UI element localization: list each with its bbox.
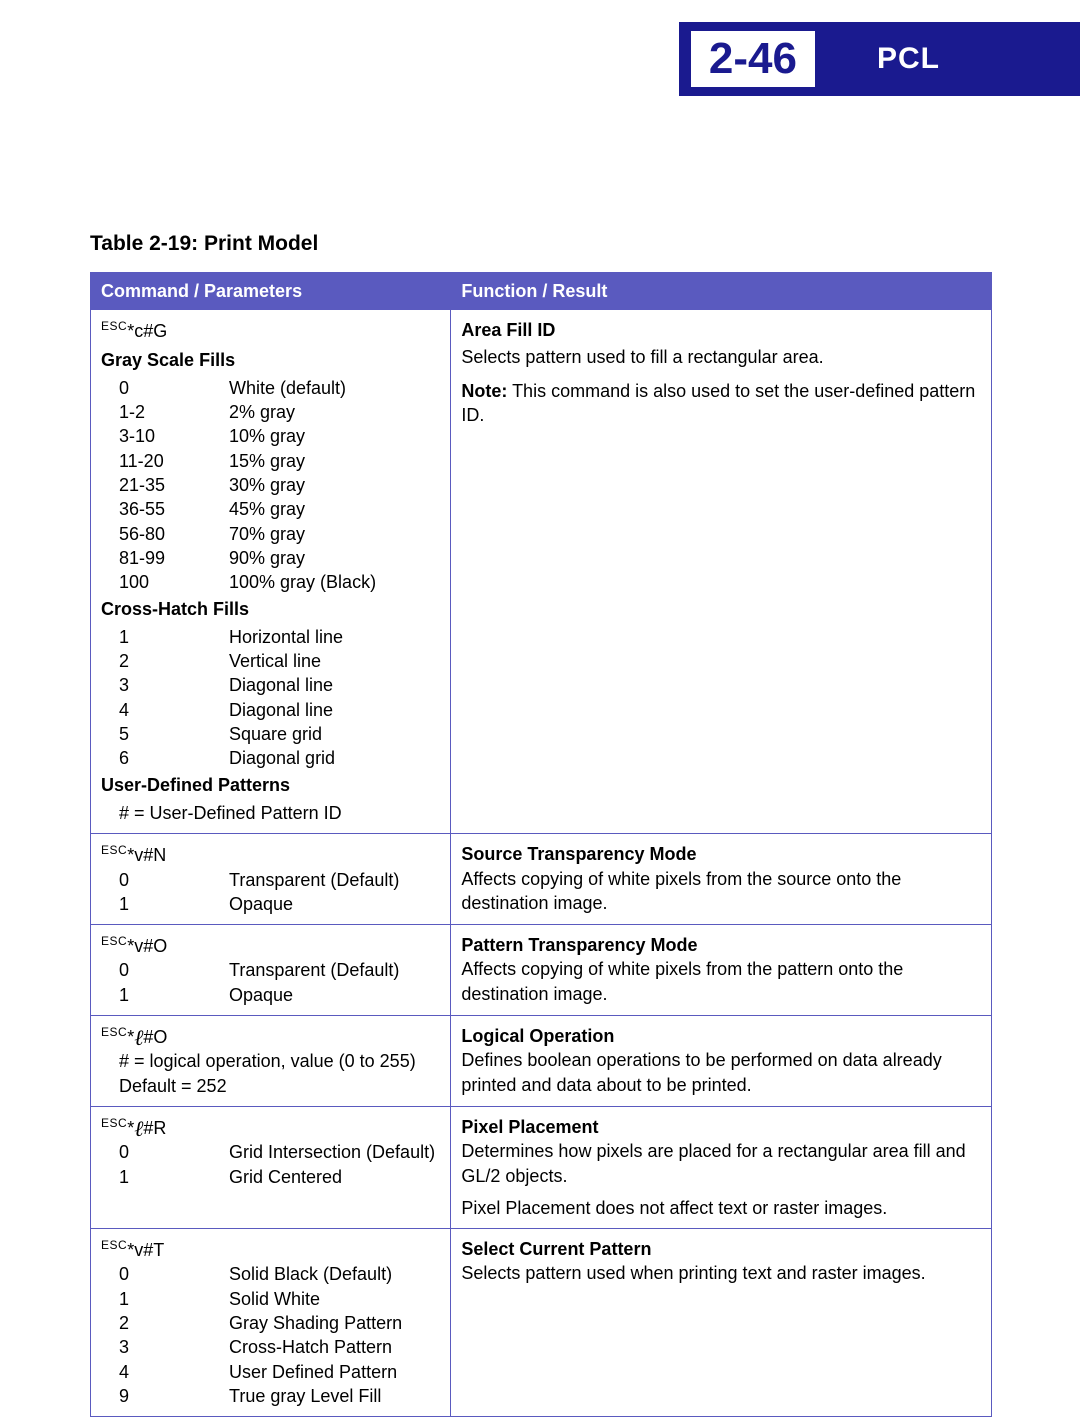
function-body: Defines boolean operations to be perform… bbox=[461, 1048, 981, 1097]
function-title: Pattern Transparency Mode bbox=[461, 933, 981, 957]
function-body: Selects pattern used to fill a rectangul… bbox=[461, 345, 981, 369]
subheading-gray-scale-fills: Gray Scale Fills bbox=[101, 348, 440, 372]
subheading-cross-hatch-fills: Cross-Hatch Fills bbox=[101, 597, 440, 621]
function-note: Note: This command is also used to set t… bbox=[461, 379, 981, 428]
function-body-extra: Pixel Placement does not affect text or … bbox=[461, 1196, 981, 1220]
table-row: ESC*v#T 0Solid Black (Default) 1Solid Wh… bbox=[91, 1229, 992, 1417]
table-row: ESC*v#N 0Transparent (Default) 1Opaque S… bbox=[91, 834, 992, 925]
function-body: Affects copying of white pixels from the… bbox=[461, 957, 981, 1006]
table-row: ESC*v#O 0Transparent (Default) 1Opaque P… bbox=[91, 925, 992, 1016]
function-body: Affects copying of white pixels from the… bbox=[461, 867, 981, 916]
function-title: Pixel Placement bbox=[461, 1115, 981, 1139]
user-defined-pattern-note: # = User-Defined Pattern ID bbox=[101, 801, 440, 825]
column-header-command: Command / Parameters bbox=[91, 273, 451, 310]
page-header: 2-46 PCL bbox=[679, 22, 1080, 96]
function-body: Determines how pixels are placed for a r… bbox=[461, 1139, 981, 1188]
column-header-function: Function / Result bbox=[451, 273, 992, 310]
command-code: ESC*v#T bbox=[101, 1237, 440, 1262]
function-body: Selects pattern used when printing text … bbox=[461, 1261, 981, 1285]
table-row: ESC*c#G Gray Scale Fills 0White (default… bbox=[91, 310, 992, 834]
subheading-user-defined-patterns: User-Defined Patterns bbox=[101, 773, 440, 797]
section-title: PCL bbox=[827, 22, 1080, 96]
command-code: ESC*ℓ#O bbox=[101, 1024, 440, 1049]
function-title: Source Transparency Mode bbox=[461, 842, 981, 866]
command-code: ESC*ℓ#R bbox=[101, 1115, 440, 1140]
function-title: Area Fill ID bbox=[461, 318, 981, 342]
print-model-table: Command / Parameters Function / Result E… bbox=[90, 272, 992, 1417]
content-area: Table 2-19: Print Model Command / Parame… bbox=[90, 232, 992, 1417]
table-title: Table 2-19: Print Model bbox=[90, 232, 992, 256]
command-code: ESC*v#N bbox=[101, 842, 440, 867]
table-row: ESC*ℓ#R 0Grid Intersection (Default) 1Gr… bbox=[91, 1106, 992, 1228]
command-code: ESC*c#G bbox=[101, 318, 440, 343]
command-code: ESC*v#O bbox=[101, 933, 440, 958]
function-title: Logical Operation bbox=[461, 1024, 981, 1048]
page-number: 2-46 bbox=[687, 27, 819, 91]
page-number-wrapper: 2-46 bbox=[679, 22, 827, 96]
table-row: ESC*ℓ#O # = logical operation, value (0 … bbox=[91, 1016, 992, 1107]
function-title: Select Current Pattern bbox=[461, 1237, 981, 1261]
